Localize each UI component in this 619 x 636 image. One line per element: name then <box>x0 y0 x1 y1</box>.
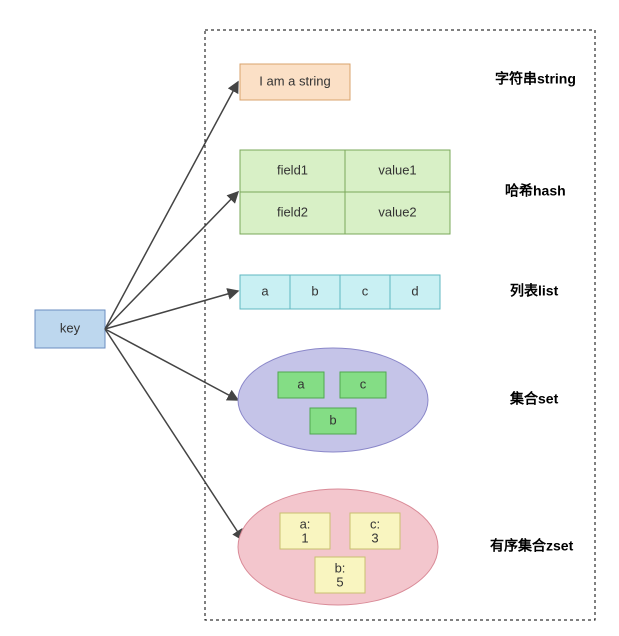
set-item-text-0: a <box>297 376 305 391</box>
zset-item-score-2: 5 <box>336 574 343 589</box>
hash-cell-text-0-1: value1 <box>378 162 416 177</box>
zset-item-key-0: a: <box>300 516 311 531</box>
zset-item-key-1: c: <box>370 516 380 531</box>
set-ellipse <box>238 348 428 452</box>
arrow-2 <box>105 291 238 329</box>
zset-item-score-0: 1 <box>301 530 308 545</box>
set-label: 集合set <box>509 391 559 407</box>
string-label: 字符串string <box>495 71 576 87</box>
zset-item-score-1: 3 <box>371 530 378 545</box>
key-label: key <box>60 320 81 335</box>
arrow-1 <box>105 192 238 329</box>
list-cell-text-1: b <box>311 283 318 298</box>
string-value: I am a string <box>259 73 331 88</box>
set-item-text-2: b <box>329 412 336 427</box>
hash-label: 哈希hash <box>505 183 566 199</box>
list-cell-text-0: a <box>261 283 269 298</box>
set-item-text-1: c <box>360 376 367 391</box>
hash-cell-text-0-0: field1 <box>277 162 308 177</box>
zset-item-key-2: b: <box>335 560 346 575</box>
redis-types-diagram: key I am a string 字符串string field1 value1 fie… <box>0 0 619 636</box>
list-label: 列表list <box>510 283 559 299</box>
list-cell-text-3: d <box>411 283 418 298</box>
zset-label: 有序集合zset <box>490 538 574 554</box>
arrow-3 <box>105 329 238 400</box>
list-cell-text-2: c <box>362 283 369 298</box>
hash-cell-text-1-0: field2 <box>277 204 308 219</box>
hash-cell-text-1-1: value2 <box>378 204 416 219</box>
arrow-0 <box>105 82 238 329</box>
arrow-4 <box>105 329 243 540</box>
